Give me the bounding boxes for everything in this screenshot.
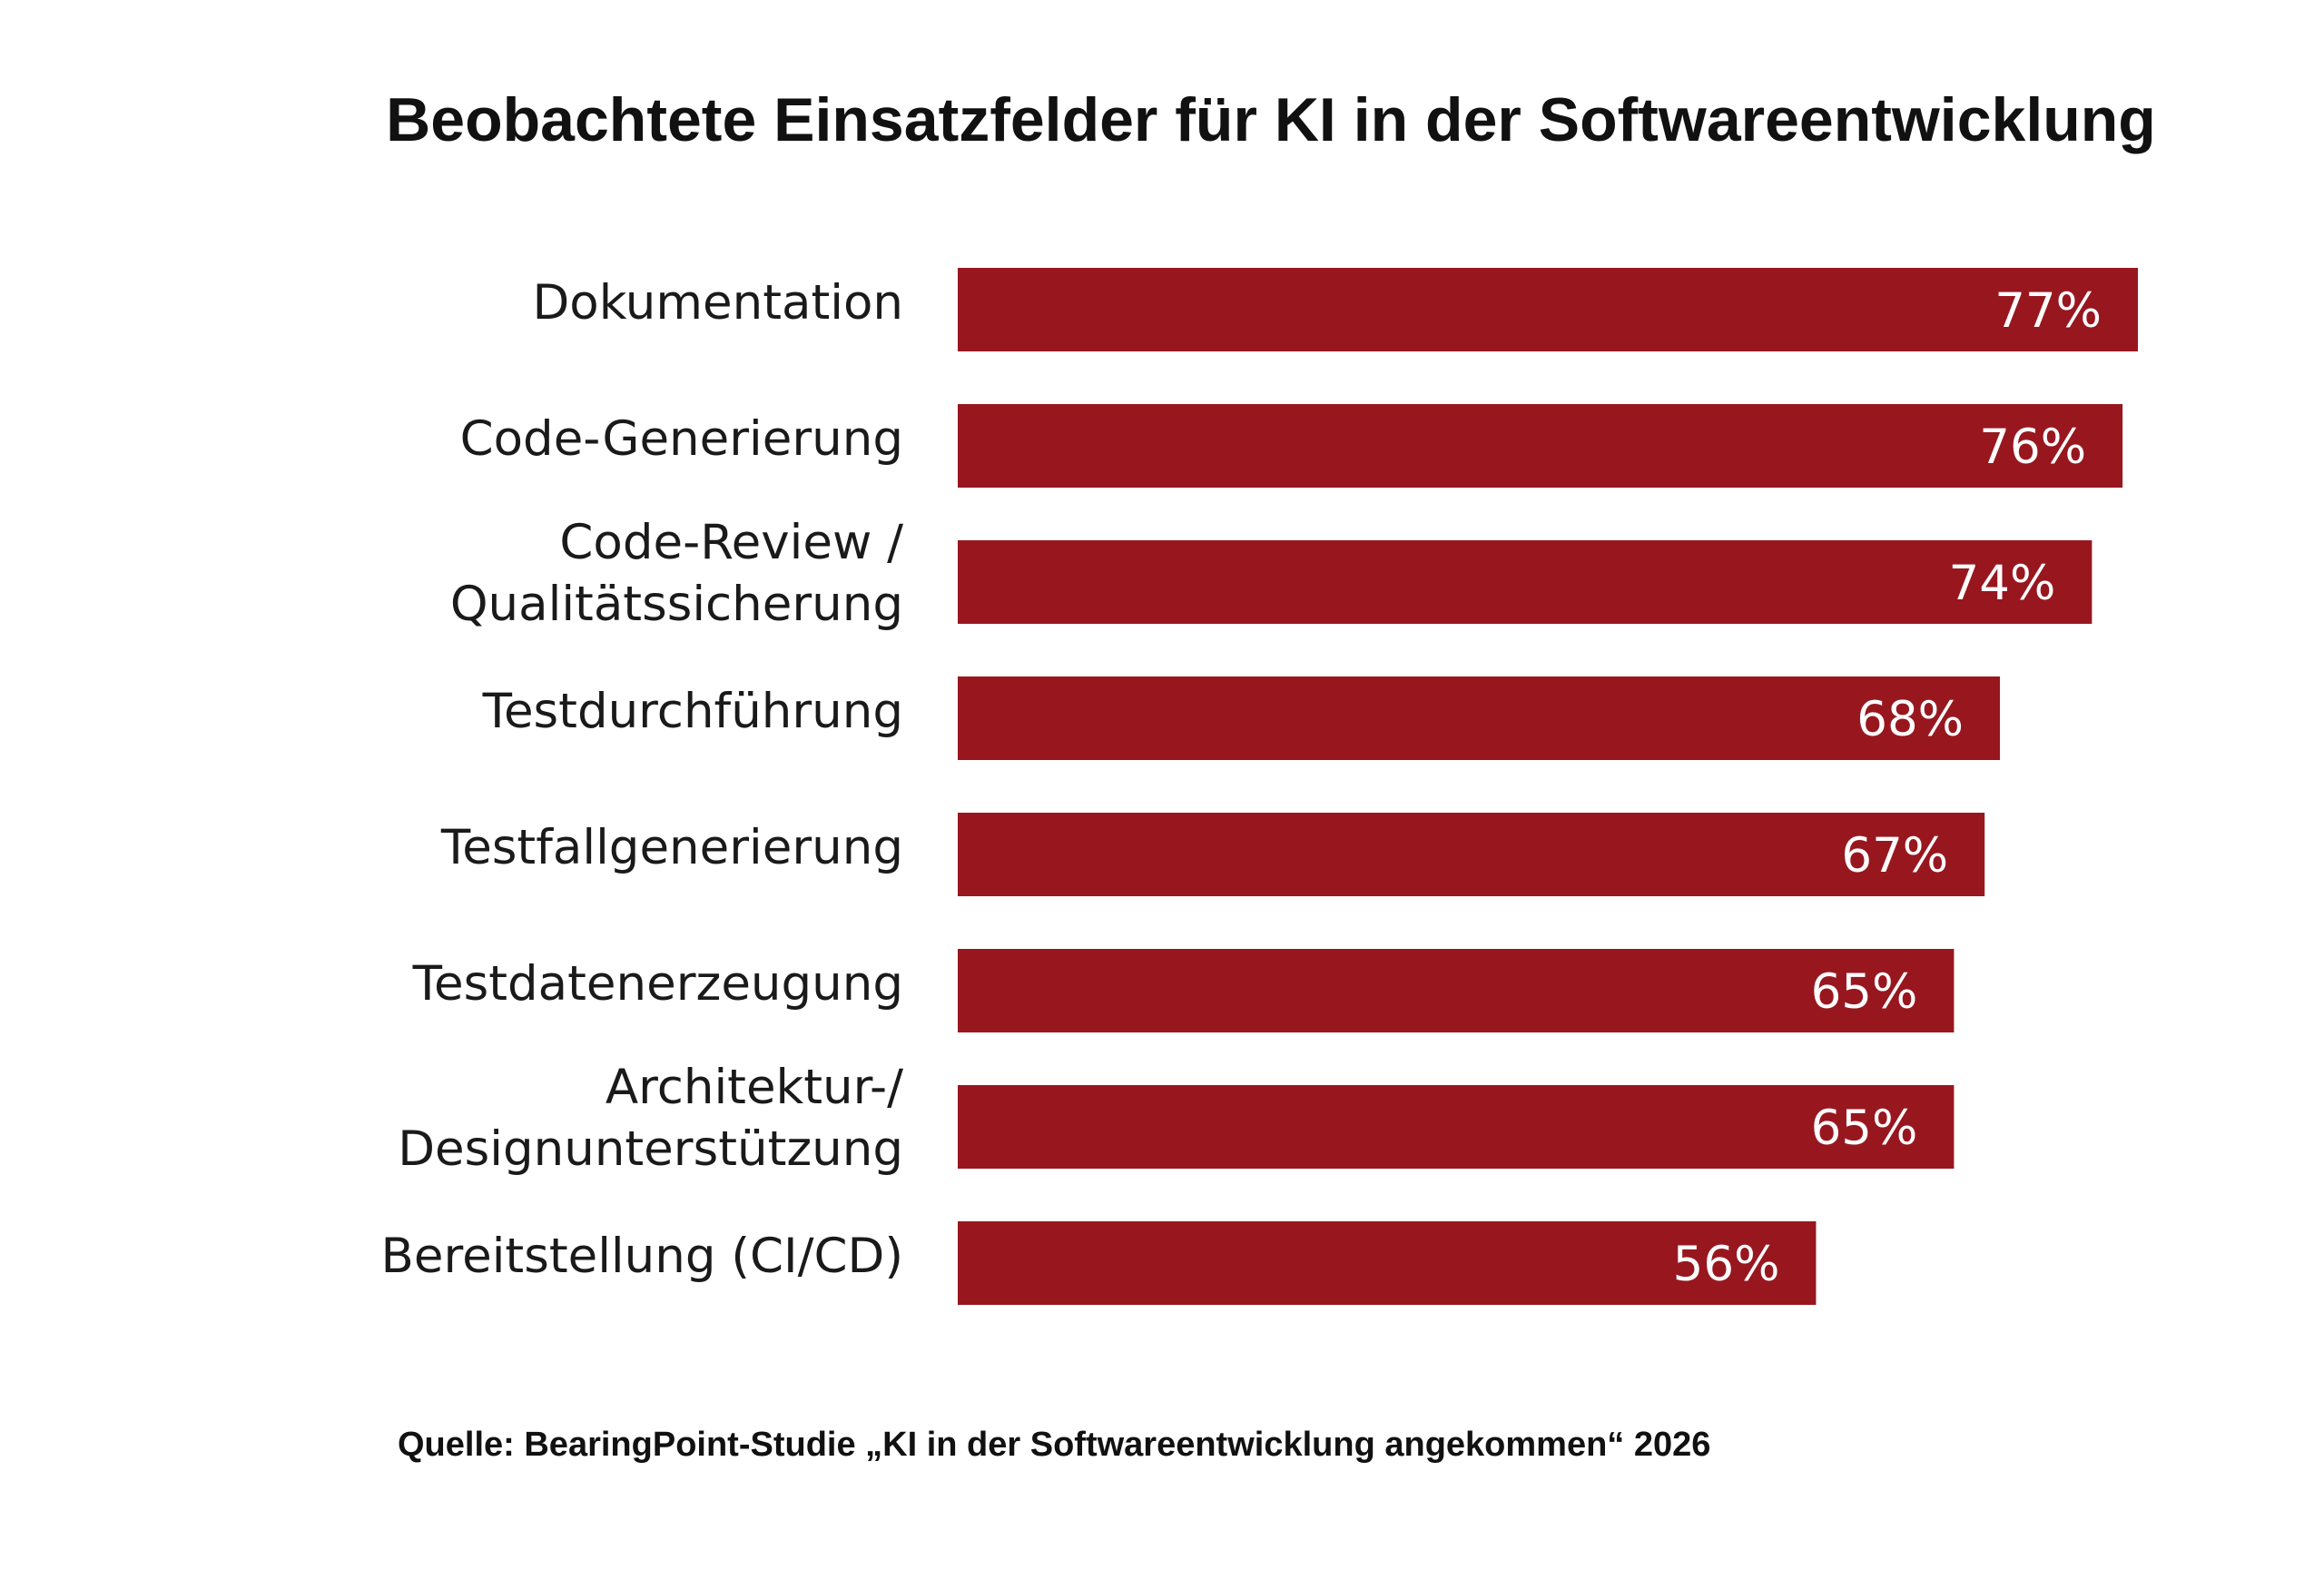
data-label: 56% [1673,1237,1780,1292]
data-label: 74% [1949,556,2056,611]
category-label: Architektur-/ [606,1060,903,1115]
data-label: 65% [1811,964,1918,1020]
category-label: Code-Review / [559,515,903,570]
data-label: 77% [1994,283,2102,339]
bar-row: 77% Dokumentation [533,268,2138,351]
bar [958,404,2123,488]
category-label: Dokumentation [533,275,904,331]
bar-row: 65% Testdatenerzeugung [412,949,1955,1032]
bar-row: 65% Architektur-/ Designunterstützung [398,1060,1955,1177]
bar-row: 68% Testdurchführung [482,676,2001,760]
bar [958,1221,1817,1305]
data-label: 76% [1979,420,2086,475]
bar [958,676,2001,760]
bar-row: 56% Bereitstellung (CI/CD) [381,1221,1817,1305]
bar [958,268,2138,351]
category-label: Designunterstützung [398,1121,903,1177]
category-label: Qualitätssicherung [450,577,903,632]
bar [958,949,1955,1032]
source-note: Quelle: BearingPoint-Studie „KI in der S… [398,1426,1710,1464]
category-label: Testfallgenerierung [440,820,903,875]
bars-layer: 77% Dokumentation 76% Code-Generierung 74% Co… [381,268,2138,1305]
bar-row: 74% Code-Review / Qualitätssicherung [450,515,2093,632]
chart-title: Beobachtete Einsatzfelder für KI in der … [386,85,2156,154]
category-label: Testdurchführung [482,684,903,739]
category-label: Bereitstellung (CI/CD) [381,1229,904,1284]
data-label: 68% [1856,692,1964,747]
category-label: Testdatenerzeugung [412,956,903,1012]
bar [958,1085,1955,1169]
data-label: 65% [1811,1101,1918,1156]
bar [958,540,2093,624]
bar-row: 76% Code-Generierung [460,404,2123,488]
bar [958,813,1985,896]
bar-row: 67% Testfallgenerierung [440,813,1985,896]
category-label: Code-Generierung [460,411,903,467]
data-label: 67% [1841,828,1948,884]
